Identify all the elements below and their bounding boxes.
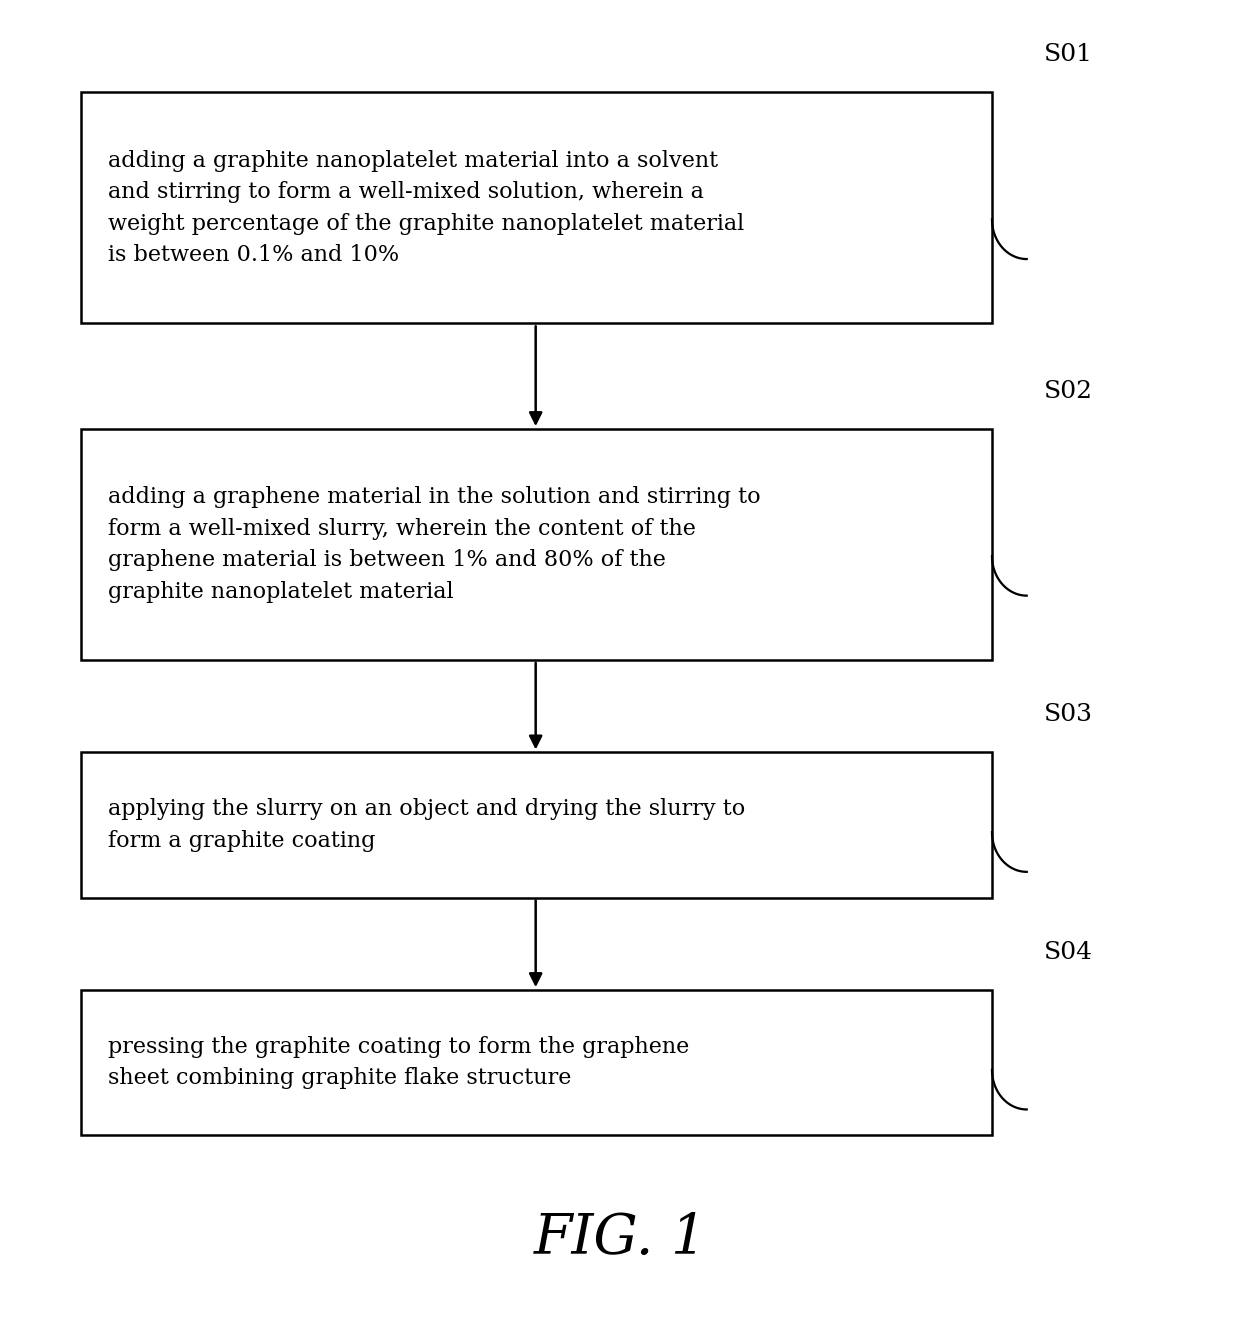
Bar	[81, 429, 992, 660]
Bar	[81, 990, 992, 1135]
Text: applying the slurry on an object and drying the slurry to
form a graphite coatin: applying the slurry on an object and dry…	[108, 799, 745, 851]
Text: S03: S03	[1044, 704, 1094, 726]
Bar	[81, 92, 992, 323]
Text: S04: S04	[1044, 941, 1094, 964]
Text: pressing the graphite coating to form the graphene
sheet combining graphite flak: pressing the graphite coating to form th…	[108, 1036, 689, 1089]
Text: S02: S02	[1044, 380, 1094, 403]
Text: adding a graphene material in the solution and stirring to
form a well-mixed slu: adding a graphene material in the soluti…	[108, 487, 760, 602]
Bar	[81, 752, 992, 898]
Text: FIG. 1: FIG. 1	[533, 1210, 707, 1266]
Text: adding a graphite nanoplatelet material into a solvent
and stirring to form a we: adding a graphite nanoplatelet material …	[108, 150, 744, 265]
Text: S01: S01	[1044, 44, 1092, 66]
